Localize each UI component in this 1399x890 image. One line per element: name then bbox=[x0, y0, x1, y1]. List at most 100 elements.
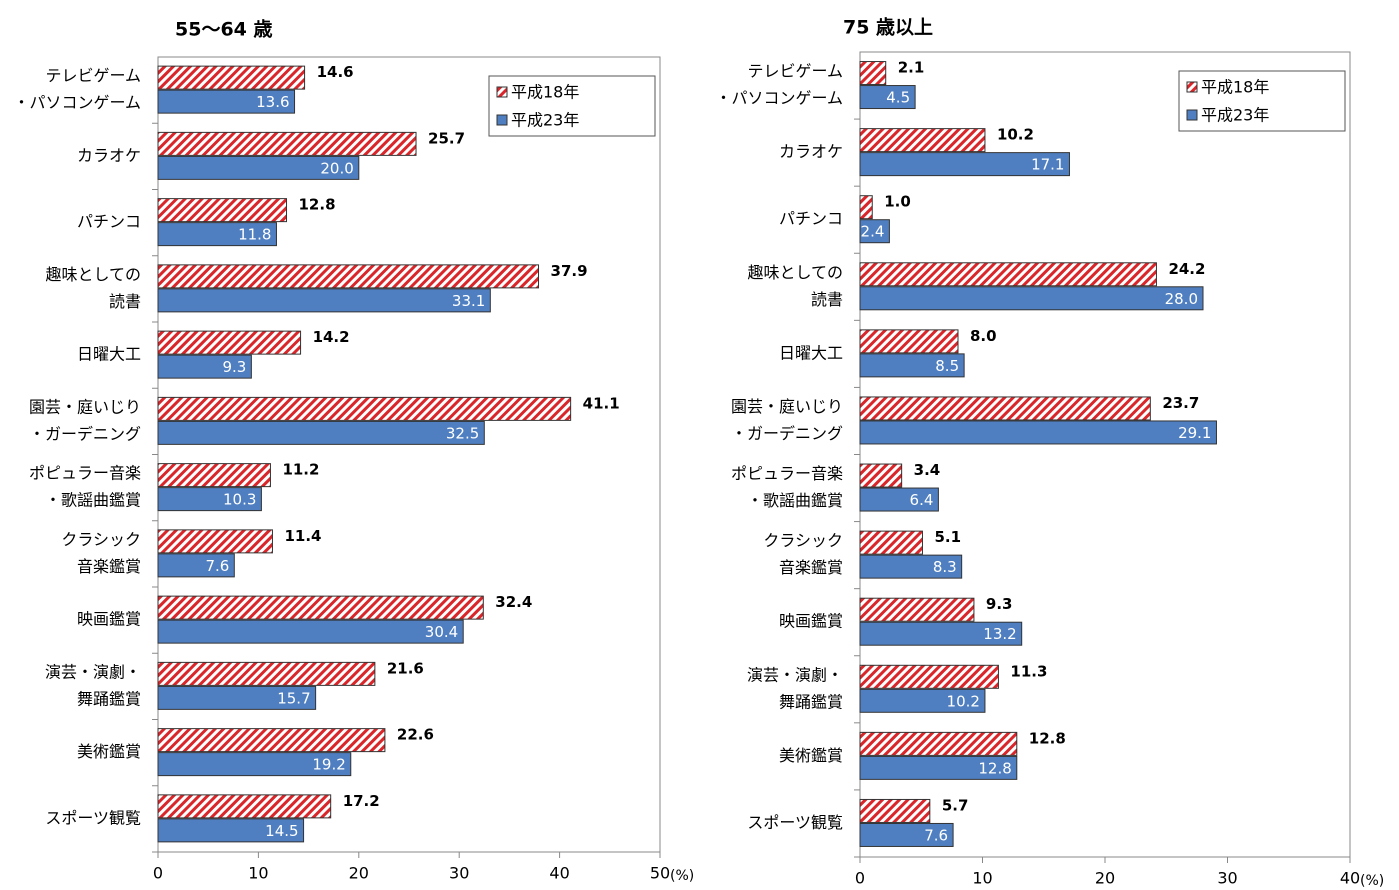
value-label: 14.6 bbox=[317, 63, 354, 81]
value-label: 9.3 bbox=[223, 358, 247, 376]
bar bbox=[158, 464, 270, 487]
bar bbox=[860, 598, 974, 621]
y-tick-label: 美術鑑賞 bbox=[779, 746, 843, 765]
value-label: 5.1 bbox=[934, 528, 961, 546]
bar bbox=[158, 596, 483, 619]
bar bbox=[860, 464, 902, 487]
bar bbox=[158, 530, 272, 553]
value-label: 2.1 bbox=[898, 59, 925, 77]
bar bbox=[860, 531, 922, 554]
bar bbox=[158, 397, 571, 420]
y-tick-label: 音楽鑑賞 bbox=[779, 558, 843, 577]
bar bbox=[158, 66, 305, 89]
y-tick-label: 日曜大工 bbox=[77, 345, 141, 364]
bar bbox=[860, 665, 998, 688]
value-label: 21.6 bbox=[387, 659, 424, 677]
y-tick-label: カラオケ bbox=[779, 142, 843, 161]
bar bbox=[158, 795, 331, 818]
x-tick-label: 0 bbox=[153, 864, 163, 883]
bar bbox=[860, 62, 886, 85]
y-tick-label: 映画鑑賞 bbox=[77, 610, 141, 629]
bar bbox=[158, 132, 416, 155]
value-label: 22.6 bbox=[397, 726, 434, 744]
bar bbox=[860, 129, 985, 152]
value-label: 20.0 bbox=[320, 159, 353, 177]
y-tick-label: 趣味としての bbox=[45, 265, 141, 284]
bar bbox=[860, 263, 1156, 286]
y-tick-label: 音楽鑑賞 bbox=[77, 557, 141, 576]
y-tick-label: 日曜大工 bbox=[779, 343, 843, 362]
bar bbox=[158, 289, 490, 312]
y-tick-label: 舞踊鑑賞 bbox=[77, 689, 141, 708]
value-label: 12.8 bbox=[299, 196, 336, 214]
x-tick-label: 10 bbox=[972, 869, 992, 888]
value-label: 11.3 bbox=[1010, 662, 1047, 680]
value-label: 10.2 bbox=[997, 126, 1034, 144]
value-label: 14.5 bbox=[265, 822, 298, 840]
value-label: 12.8 bbox=[978, 759, 1011, 777]
value-label: 37.9 bbox=[551, 262, 588, 280]
x-tick-label: 10 bbox=[248, 864, 268, 883]
x-tick-label: 20 bbox=[1095, 869, 1115, 888]
y-tick-label: 映画鑑賞 bbox=[779, 612, 843, 631]
value-label: 32.4 bbox=[495, 593, 532, 611]
legend-label: 平成18年 bbox=[511, 83, 579, 102]
x-tick-label: 30 bbox=[1217, 869, 1237, 888]
x-tick-label: 20 bbox=[349, 864, 369, 883]
bar bbox=[158, 662, 375, 685]
value-label: 32.5 bbox=[446, 424, 479, 442]
bar bbox=[860, 397, 1150, 420]
value-label: 5.7 bbox=[942, 796, 969, 814]
x-unit: (%) bbox=[670, 868, 694, 884]
value-label: 11.4 bbox=[284, 527, 321, 545]
bar bbox=[860, 732, 1017, 755]
y-tick-label: ポピュラー音楽 bbox=[731, 464, 843, 483]
bar bbox=[860, 421, 1216, 444]
y-tick-label: 趣味としての bbox=[747, 263, 843, 282]
value-label: 2.4 bbox=[861, 223, 885, 241]
legend-label: 平成23年 bbox=[511, 111, 579, 130]
bar bbox=[158, 620, 463, 643]
value-label: 11.2 bbox=[282, 461, 319, 479]
value-label: 30.4 bbox=[425, 623, 458, 641]
legend-swatch bbox=[497, 87, 507, 97]
y-tick-label: ・パソコンゲーム bbox=[13, 93, 141, 112]
value-label: 13.2 bbox=[983, 625, 1016, 643]
value-label: 1.0 bbox=[884, 193, 911, 211]
y-tick-label: 舞踊鑑賞 bbox=[779, 692, 843, 711]
y-tick-label: ・ガーデニング bbox=[731, 424, 843, 443]
x-tick-label: 50 bbox=[650, 864, 670, 883]
bar bbox=[860, 330, 958, 353]
bar bbox=[158, 421, 484, 444]
value-label: 3.4 bbox=[914, 461, 941, 479]
y-tick-label: ポピュラー音楽 bbox=[29, 464, 141, 483]
y-tick-label: ・歌謡曲鑑賞 bbox=[747, 491, 843, 510]
y-tick-label: ・ガーデニング bbox=[29, 424, 141, 443]
value-label: 10.3 bbox=[223, 491, 256, 509]
y-tick-label: ・歌謡曲鑑賞 bbox=[45, 491, 141, 510]
y-tick-label: テレビゲーム bbox=[747, 62, 843, 81]
y-tick-label: クラシック bbox=[61, 530, 141, 549]
value-label: 23.7 bbox=[1162, 394, 1199, 412]
value-label: 6.4 bbox=[910, 491, 934, 509]
y-tick-label: スポーツ観覧 bbox=[747, 813, 843, 832]
value-label: 13.6 bbox=[256, 93, 289, 111]
bar bbox=[860, 287, 1203, 310]
value-label: 8.3 bbox=[933, 558, 957, 576]
value-label: 15.7 bbox=[277, 689, 310, 707]
x-tick-label: 40 bbox=[1340, 869, 1360, 888]
bar bbox=[158, 331, 301, 354]
legend-swatch bbox=[1187, 82, 1197, 92]
y-tick-label: パチンコ bbox=[779, 209, 843, 228]
y-tick-label: ・パソコンゲーム bbox=[715, 89, 843, 108]
value-label: 9.3 bbox=[986, 595, 1013, 613]
y-tick-label: パチンコ bbox=[77, 212, 141, 231]
y-tick-label: クラシック bbox=[763, 531, 843, 550]
bar bbox=[860, 799, 930, 822]
value-label: 4.5 bbox=[886, 89, 910, 107]
bar bbox=[158, 199, 287, 222]
y-tick-label: 美術鑑賞 bbox=[77, 742, 141, 761]
value-label: 29.1 bbox=[1178, 424, 1211, 442]
legend-label: 平成18年 bbox=[1201, 78, 1269, 97]
value-label: 14.2 bbox=[313, 328, 350, 346]
